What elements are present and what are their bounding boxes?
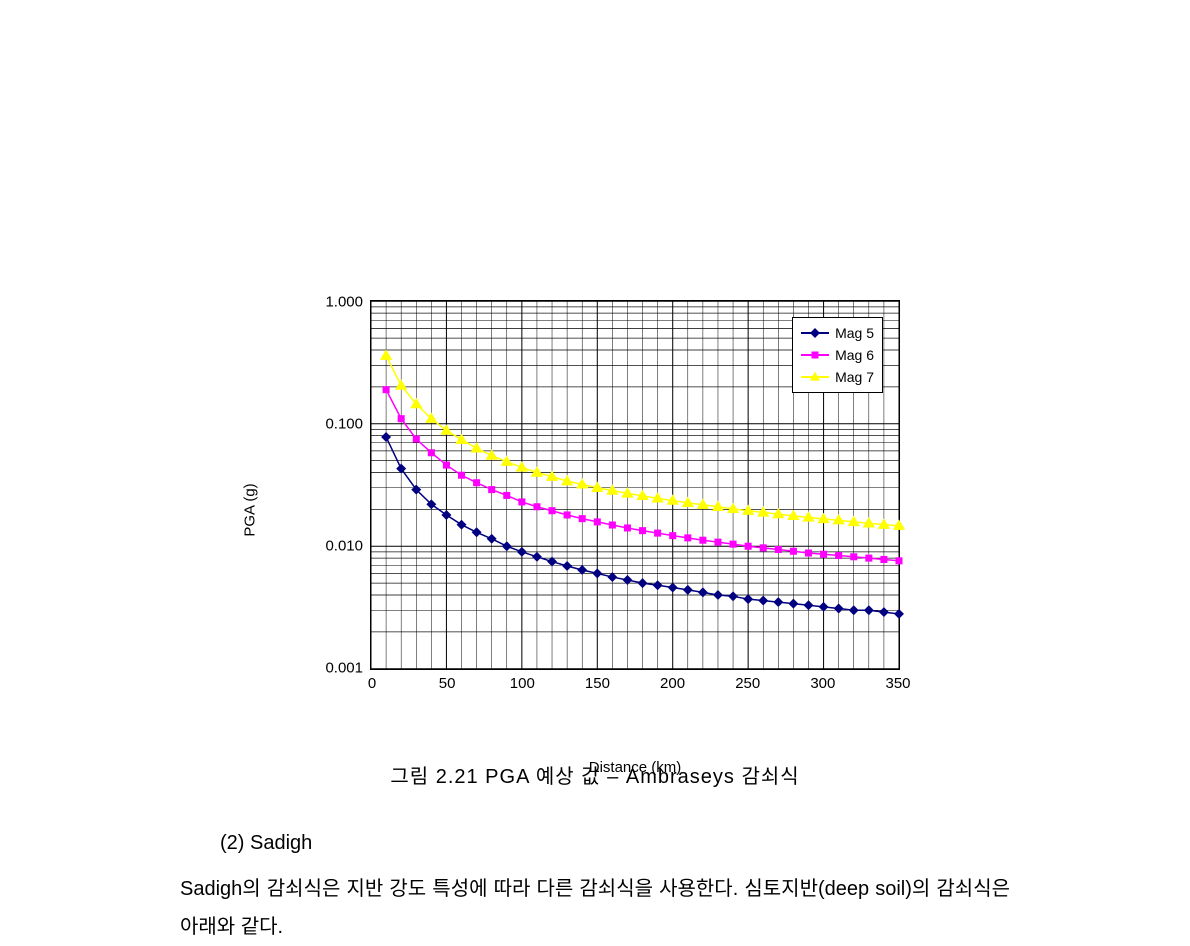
legend-swatch (801, 348, 829, 362)
x-tick-label: 100 (510, 675, 535, 692)
x-tick-label: 0 (368, 675, 376, 692)
legend-label: Mag 6 (835, 344, 874, 366)
page-root: PGA (g) Mag 5Mag 6Mag 7 0.001 0.010 0.10… (0, 0, 1190, 940)
legend-item: Mag 5 (801, 322, 874, 344)
y-tick-label: 0.010 (325, 538, 363, 555)
legend: Mag 5Mag 6Mag 7 (792, 317, 883, 393)
y-tick-label: 1.000 (325, 294, 363, 311)
legend-swatch (801, 326, 829, 340)
y-axis-label: PGA (g) (242, 483, 259, 536)
plot-area: Mag 5Mag 6Mag 7 0.001 0.010 0.100 1.000 … (370, 300, 900, 670)
y-tick-label: 0.001 (325, 660, 363, 677)
legend-swatch (801, 370, 829, 384)
x-tick-label: 250 (735, 675, 760, 692)
legend-label: Mag 7 (835, 366, 874, 388)
x-tick-label: 150 (585, 675, 610, 692)
section-body: Sadigh의 감쇠식은 지반 강도 특성에 따라 다른 감쇠식을 사용한다. … (180, 870, 1010, 946)
legend-item: Mag 6 (801, 344, 874, 366)
y-tick-label: 0.100 (325, 416, 363, 433)
x-tick-label: 300 (810, 675, 835, 692)
figure-caption: 그림 2.21 PGA 예상 값 – Ambraseys 감쇠식 (0, 760, 1190, 789)
x-tick-label: 50 (439, 675, 456, 692)
legend-label: Mag 5 (835, 322, 874, 344)
x-tick-label: 350 (885, 675, 910, 692)
pga-chart: PGA (g) Mag 5Mag 6Mag 7 0.001 0.010 0.10… (260, 290, 940, 730)
section-subhead: (2) Sadigh (220, 832, 312, 855)
legend-item: Mag 7 (801, 366, 874, 388)
x-tick-label: 200 (660, 675, 685, 692)
